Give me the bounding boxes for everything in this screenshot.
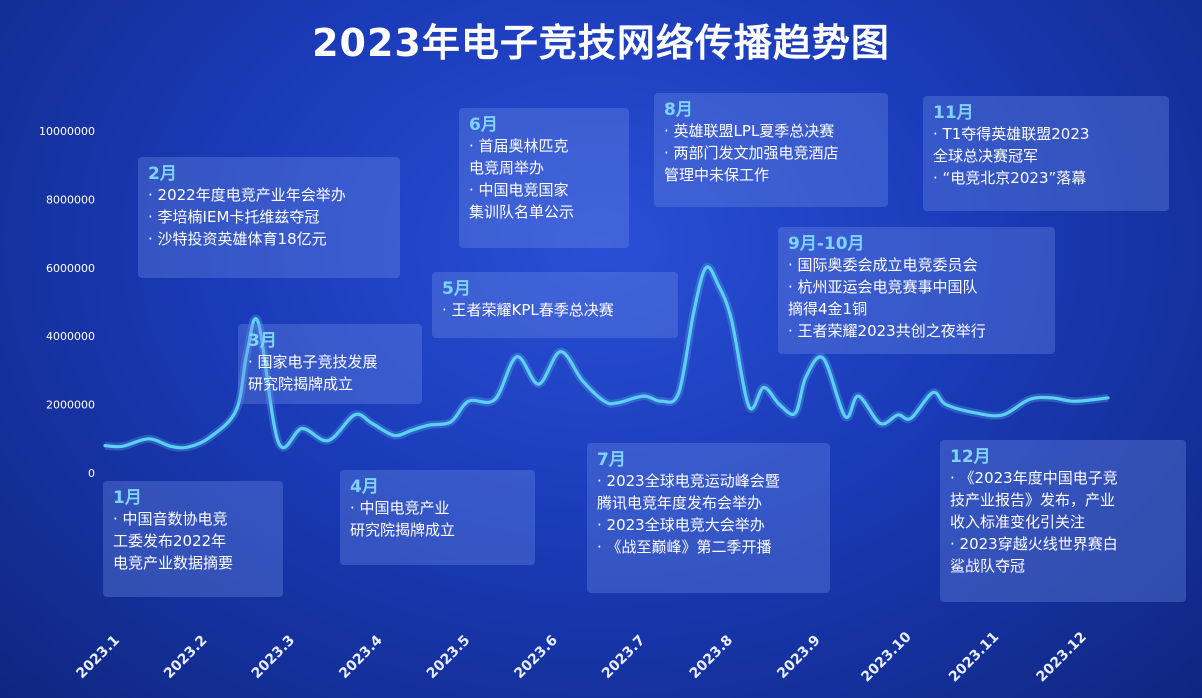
- event-text: · 国家电子竞技发展 研究院揭牌成立: [248, 353, 378, 393]
- event-month: 9月-10月: [788, 234, 865, 254]
- event-month: 5月: [442, 279, 471, 299]
- event-month: 2月: [148, 164, 177, 184]
- y-tick-label: 8000000: [46, 193, 95, 206]
- event-box-jan: 1月 · 中国音数协电竞 工委发布2022年 电竞产业数据摘要: [103, 481, 283, 597]
- event-text: · 2022年度电竞产业年会举办 · 李培楠IEM卡托维兹夺冠 · 沙特投资英雄…: [148, 186, 346, 248]
- y-tick-label: 6000000: [46, 262, 95, 275]
- x-tick-label: 2023.8: [687, 632, 737, 682]
- event-text: · 2023全球电竞运动峰会暨 腾讯电竞年度发布会举办 · 2023全球电竞大会…: [597, 472, 780, 556]
- event-month: 11月: [933, 103, 974, 123]
- series-line: [103, 265, 1110, 450]
- y-tick-label: 10000000: [39, 125, 95, 138]
- x-tick-label: 2023.6: [511, 632, 561, 682]
- event-month: 4月: [350, 477, 379, 497]
- event-text: · 王者荣耀KPL春季总决赛: [442, 301, 614, 319]
- event-text: · 中国音数协电竞 工委发布2022年 电竞产业数据摘要: [113, 510, 234, 572]
- event-box-aug: 8月 · 英雄联盟LPL夏季总决赛 · 两部门发文加强电竞酒店 管理中未保工作: [654, 93, 888, 207]
- event-month: 12月: [950, 447, 991, 467]
- event-text: · 国际奥委会成立电竞委员会 · 杭州亚运会电竞赛事中国队 摘得4金1铜 · 王…: [788, 256, 986, 340]
- x-tick-label: 2023.5: [424, 632, 474, 682]
- x-tick-label: 2023.1: [73, 632, 123, 682]
- x-tick-label: 2023.4: [336, 632, 386, 682]
- event-text: · 首届奥林匹克 电竞周举办 · 中国电竞国家 集训队名单公示: [469, 137, 575, 221]
- x-tick-label: 2023.12: [1034, 629, 1090, 685]
- event-box-sep-oct: 9月-10月 · 国际奥委会成立电竞委员会 · 杭州亚运会电竞赛事中国队 摘得4…: [778, 227, 1055, 354]
- x-tick-label: 2023.3: [249, 632, 299, 682]
- event-month: 3月: [248, 331, 277, 351]
- event-box-jul: 7月 · 2023全球电竞运动峰会暨 腾讯电竞年度发布会举办 · 2023全球电…: [587, 443, 830, 593]
- event-box-feb: 2月 · 2022年度电竞产业年会举办 · 李培楠IEM卡托维兹夺冠 · 沙特投…: [138, 157, 400, 278]
- event-box-may: 5月 · 王者荣耀KPL春季总决赛: [432, 272, 678, 338]
- event-month: 1月: [113, 488, 142, 508]
- event-box-apr: 4月 · 中国电竞产业 研究院揭牌成立: [340, 470, 535, 565]
- y-tick-label: 0: [88, 467, 95, 480]
- x-tick-label: 2023.2: [161, 632, 211, 682]
- chart-title: 2023年电子竞技网络传播趋势图: [312, 21, 890, 65]
- y-tick-label: 4000000: [46, 330, 95, 343]
- event-text: · 《2023年度中国电子竞 技产业报告》发布，产业 收入标准变化引关注 · 2…: [950, 469, 1118, 575]
- event-box-nov: 11月 · T1夺得英雄联盟2023 全球总决赛冠军 · “电竞北京2023”落…: [923, 96, 1169, 211]
- x-tick-label: 2023.10: [858, 629, 915, 686]
- event-text: · T1夺得英雄联盟2023 全球总决赛冠军 · “电竞北京2023”落幕: [933, 125, 1090, 187]
- x-tick-label: 2023.9: [774, 632, 824, 682]
- event-box-jun: 6月 · 首届奥林匹克 电竞周举办 · 中国电竞国家 集训队名单公示: [459, 108, 629, 248]
- event-box-mar: 3月 · 国家电子竞技发展 研究院揭牌成立: [238, 324, 422, 404]
- event-month: 7月: [597, 450, 626, 470]
- event-text: · 英雄联盟LPL夏季总决赛 · 两部门发文加强电竞酒店 管理中未保工作: [664, 122, 839, 184]
- x-tick-label: 2023.7: [599, 632, 649, 682]
- event-month: 8月: [664, 100, 693, 120]
- x-tick-label: 2023.11: [946, 629, 1002, 685]
- event-box-dec: 12月 · 《2023年度中国电子竞 技产业报告》发布，产业 收入标准变化引关注…: [940, 440, 1186, 602]
- y-tick-label: 2000000: [46, 399, 95, 412]
- event-text: · 中国电竞产业 研究院揭牌成立: [350, 499, 456, 539]
- event-month: 6月: [469, 115, 498, 135]
